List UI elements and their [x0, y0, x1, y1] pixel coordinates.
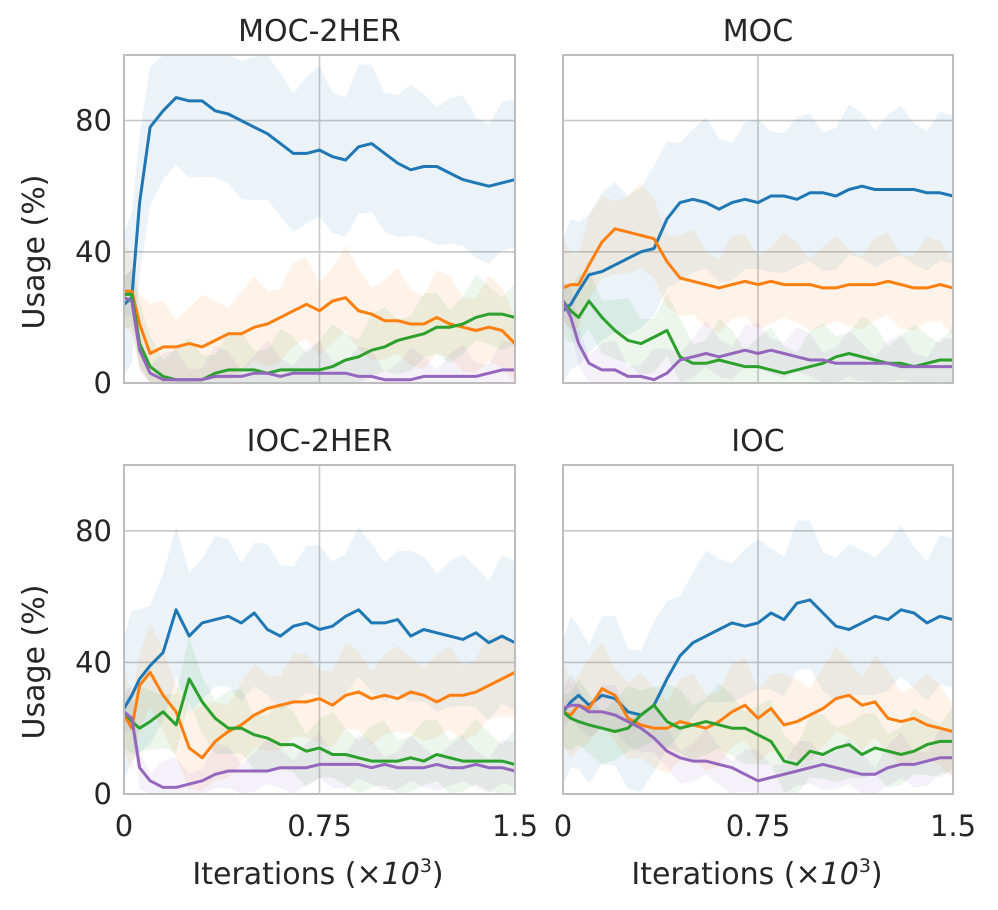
band-option-1: [124, 526, 515, 781]
x-tick-label: 1.5: [930, 809, 976, 843]
series-line-option-3: [562, 703, 953, 766]
x-tick-label: 0.75: [726, 809, 791, 843]
x-axis-label-right: Iterations (×103): [631, 855, 882, 892]
axes-frame: [562, 54, 954, 384]
y-tick-label: 40: [75, 645, 112, 679]
x-tick-label: 0.75: [287, 809, 352, 843]
panel-moc-2her: MOC-2HER 0 40 80: [75, 14, 517, 400]
panel-ioc: IOC 0 0.75 1.5: [554, 424, 976, 843]
y-tick-label: 0: [94, 777, 112, 811]
axes-frame: [123, 464, 516, 795]
series-line-option-1: [122, 608, 516, 710]
series-line-option-2: [562, 227, 954, 290]
band-option-4: [563, 672, 953, 794]
panel-title: IOC-2HER: [247, 424, 393, 459]
axes-frame: [562, 464, 954, 795]
axes-frame: [123, 54, 516, 384]
panel-title: MOC: [723, 14, 793, 49]
y-axis-label-top: Usage (%): [17, 175, 52, 330]
band-option-4: [563, 281, 953, 383]
band-option-3: [124, 636, 515, 794]
y-tick-label: 80: [75, 104, 112, 138]
band-option-1: [563, 520, 953, 792]
series-line-option-4: [123, 710, 516, 789]
band-option-2: [563, 183, 953, 334]
series-line-option-4: [561, 300, 953, 382]
band-option-1: [563, 104, 953, 384]
panel-ioc-2her: IOC-2HER 0 40 80 0 0.75 1.5: [75, 424, 538, 843]
band-option-3: [563, 679, 953, 794]
y-tick-label: 80: [75, 514, 112, 548]
x-tick-label: 0: [554, 809, 572, 843]
band-option-1: [124, 55, 515, 377]
panel-title: MOC-2HER: [238, 14, 401, 49]
series-line-option-3: [122, 677, 516, 766]
series-line-option-4: [562, 703, 953, 783]
series-line-option-4: [123, 296, 515, 382]
panel-title: IOC: [731, 424, 784, 459]
band-option-2: [124, 622, 515, 791]
band-option-4: [124, 268, 515, 383]
x-tick-label: 0: [115, 809, 133, 843]
x-tick-label: 1.5: [492, 809, 538, 843]
series-line-option-2: [562, 687, 954, 733]
x-axis-label-left: Iterations (×103): [192, 855, 443, 892]
y-axis-label-bottom: Usage (%): [17, 585, 52, 740]
series-line-option-1: [123, 96, 516, 306]
series-line-option-2: [124, 289, 517, 355]
series-line-option-1: [562, 184, 954, 312]
y-tick-label: 0: [94, 366, 112, 400]
band-option-3: [124, 269, 515, 383]
y-tick-label: 40: [75, 235, 112, 269]
panel-moc: MOC: [561, 14, 954, 384]
